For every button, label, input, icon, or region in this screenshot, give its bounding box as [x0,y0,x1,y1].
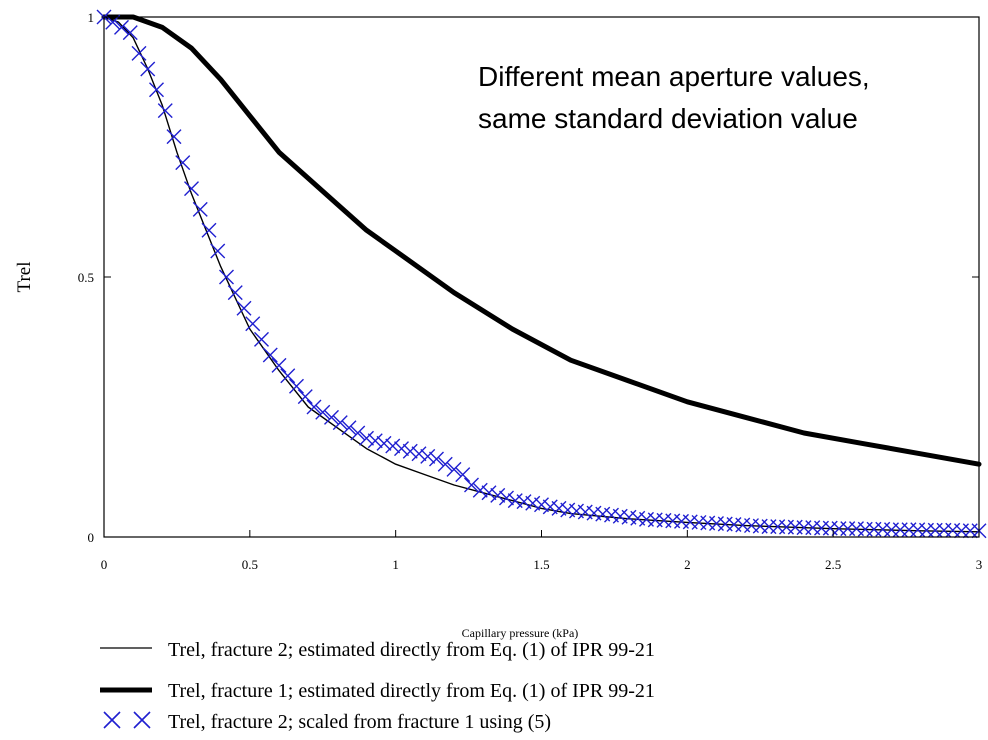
x-tick-label: 2 [684,557,691,572]
legend-label-series-2: Trel, fracture 1; estimated directly fro… [168,680,655,702]
ticks-layer: 0 0.5 1 1.5 2 2.5 3 0 0.5 1 [78,10,983,572]
data-point-x-marker [236,300,252,316]
data-point-x-marker [394,441,409,457]
data-point-x-marker [324,409,339,425]
data-point-x-marker [376,435,392,451]
data-point-x-marker [385,438,401,454]
data-point-x-marker [157,103,173,119]
data-point-x-marker [499,490,514,506]
data-point-x-marker [490,487,506,503]
data-point-x-marker [219,269,234,285]
y-axis-title: Trel [14,262,35,293]
data-point-x-marker [420,448,436,464]
data-point-x-marker [122,25,138,41]
data-point-x-marker [262,347,278,363]
data-point-x-marker [464,477,479,493]
legend-swatch-x-markers [103,711,151,729]
data-point-x-marker [367,433,383,449]
data-point-x-marker [446,461,462,477]
data-point-x-marker [280,368,296,384]
data-point-x-marker [227,285,243,301]
data-point-x-marker [271,357,287,373]
annotation-line-2: same standard deviation value [478,103,858,134]
data-point-x-marker [245,316,261,332]
data-point-x-marker [402,443,418,459]
data-point-x-marker [192,201,208,217]
data-point-x-marker [429,451,444,467]
data-point-x-marker [166,129,182,145]
data-point-x-marker [114,19,129,35]
data-point-x-marker [411,446,427,462]
x-tick-label: 0.5 [242,557,258,572]
data-point-x-marker [472,482,488,498]
data-point-x-marker [350,425,366,441]
data-point-x-marker [341,420,357,436]
data-point-x-marker [149,82,164,98]
data-point-x-marker [306,399,322,415]
annotation-line-1: Different mean aperture values, [478,61,870,92]
data-point-x-marker [481,485,497,501]
x-tick-label: 1.5 [533,557,549,572]
x-tick-label: 0 [101,557,108,572]
y-tick-label: 1 [88,10,95,25]
data-point-x-marker [455,467,471,483]
legend-label-series-1: Trel, fracture 2; estimated directly fro… [168,639,655,661]
series-2-line [101,14,982,467]
legend: Trel, fracture 2; estimated directly fro… [100,639,655,733]
series-3-markers [96,9,987,539]
data-point-x-marker [140,61,156,77]
data-point-x-marker [184,181,199,197]
y-tick-label: 0 [88,530,95,545]
data-point-x-marker [332,415,348,431]
data-point-x-marker [254,331,269,347]
data-point-x-marker [201,222,217,238]
series-1-line [103,16,980,533]
x-tick-label: 3 [976,557,983,572]
x-tick-label: 2.5 [825,557,841,572]
legend-x-marker [133,711,151,729]
data-point-x-marker [210,243,226,259]
data-point-x-marker [175,155,191,171]
data-point-x-marker [297,389,313,405]
data-point-x-marker [437,456,453,472]
series-layer [96,9,987,539]
legend-label-series-3: Trel, fracture 2; scaled from fracture 1… [168,711,551,733]
legend-x-marker [103,711,121,729]
x-axis-title: Capillary pressure (kPa) [462,626,579,640]
data-point-x-marker [289,378,304,394]
y-tick-label: 0.5 [78,270,94,285]
data-point-x-marker [534,497,549,513]
data-point-x-marker [131,45,147,61]
data-point-x-marker [359,430,374,446]
x-tick-label: 1 [392,557,399,572]
data-point-x-marker [315,404,331,420]
